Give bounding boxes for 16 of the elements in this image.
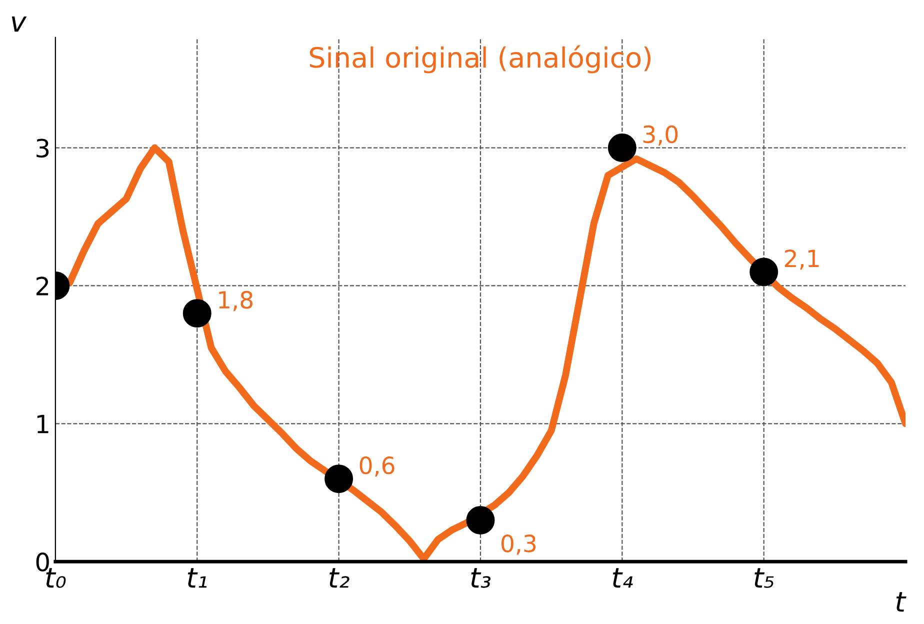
x-tick-label: t₅ [754,568,774,588]
x-tick-label: t₄ [612,568,633,588]
y-tick-label: 1 [37,414,48,434]
text: Sinal original (analógico) [310,45,651,74]
y-tick-label: 3 [36,138,49,158]
x-tick-label: t₃ [471,568,491,588]
y-axis-title: v [12,16,27,32]
data-label: 0,6 [360,456,394,477]
data-label: 0,3 [501,534,536,555]
x-axis-title: t [896,592,906,612]
y-tick-label: 2 [36,276,48,296]
x-tick-label: t₂ [330,568,350,588]
x-tick-label: t₁ [188,568,207,588]
data-label: 2,1 [785,250,819,270]
data-label: 3,0 [643,125,678,146]
data-label: 1,8 [219,290,252,312]
